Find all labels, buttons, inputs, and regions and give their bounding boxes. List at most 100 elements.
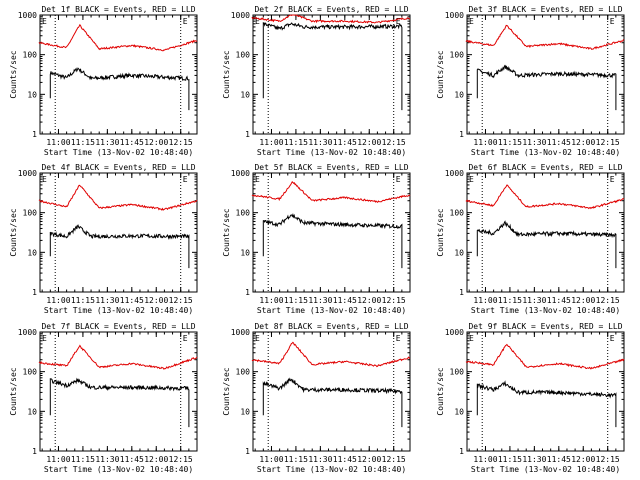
y-tick-label: 1000 bbox=[231, 328, 250, 337]
x-axis-label: Start Time (13-Nov-02 10:48:40) bbox=[257, 306, 406, 315]
panel-det-6: Det 6f BLACK = Events, RED = LLD 1 10 100 10… bbox=[436, 163, 625, 315]
plot-frame bbox=[39, 14, 198, 135]
plot-frame bbox=[39, 331, 198, 452]
x-tick-label: 11:15 bbox=[71, 296, 95, 305]
panel-title: Det 2f BLACK = Events, RED = LLD bbox=[254, 5, 408, 14]
x-tick-label: 12:15 bbox=[382, 138, 406, 147]
y-tick-label: 100 bbox=[236, 51, 251, 60]
x-tick-label: 11:00 bbox=[259, 455, 283, 464]
panel-det-5: Det 5f BLACK = Events, RED = LLD 1 10 100 10… bbox=[222, 163, 411, 315]
x-tick-label: 11:45 bbox=[547, 138, 571, 147]
y-tick-label: 10 bbox=[27, 248, 37, 257]
y-axis-label: Counts/sec bbox=[222, 367, 231, 415]
marker-e-right: E bbox=[610, 175, 615, 184]
y-tick-label: 1000 bbox=[18, 328, 37, 337]
x-tick-label: 11:15 bbox=[498, 296, 522, 305]
y-axis-label: Counts/sec bbox=[222, 208, 231, 256]
series-events-line bbox=[49, 377, 190, 428]
y-tick-label: 1 bbox=[459, 130, 464, 139]
y-tick-label: 1000 bbox=[18, 11, 37, 20]
x-tick-label: 11:30 bbox=[95, 138, 119, 147]
y-tick-label: 1 bbox=[459, 447, 464, 456]
x-axis-label: Start Time (13-Nov-02 10:48:40) bbox=[257, 148, 406, 157]
y-tick-label: 1000 bbox=[18, 169, 37, 178]
panel-title: Det 1f BLACK = Events, RED = LLD bbox=[41, 5, 195, 14]
marker-e-right: E bbox=[183, 175, 188, 184]
y-tick-label: 1 bbox=[245, 288, 250, 297]
x-tick-label: 11:00 bbox=[259, 296, 283, 305]
x-tick-label: 11:45 bbox=[333, 455, 357, 464]
y-tick-label: 10 bbox=[240, 248, 250, 257]
panel-title: Det 7f BLACK = Events, RED = LLD bbox=[41, 322, 195, 331]
series-events-line bbox=[262, 213, 403, 269]
y-axis-label: Counts/sec bbox=[222, 50, 231, 98]
x-tick-label: 12:15 bbox=[382, 455, 406, 464]
panel-det-8: Det 8f BLACK = Events, RED = LLD 1 10 100 10… bbox=[222, 322, 411, 474]
y-axis-label: Counts/sec bbox=[436, 208, 445, 256]
panel-det-9: Det 9f BLACK = Events, RED = LLD 1 10 100 10… bbox=[436, 322, 625, 474]
x-tick-label: 12:00 bbox=[571, 296, 595, 305]
x-tick-label: 12:00 bbox=[357, 138, 381, 147]
y-tick-label: 1 bbox=[459, 288, 464, 297]
panel-title: Det 3f BLACK = Events, RED = LLD bbox=[468, 5, 622, 14]
x-tick-label: 11:30 bbox=[95, 296, 119, 305]
plot-frame bbox=[252, 331, 411, 452]
panel-title: Det 8f BLACK = Events, RED = LLD bbox=[254, 322, 408, 331]
x-axis-label: Start Time (13-Nov-02 10:48:40) bbox=[471, 306, 620, 315]
panel-det-7: Det 7f BLACK = Events, RED = LLD 1 10 100 10… bbox=[9, 322, 198, 474]
plot-frame bbox=[39, 172, 198, 293]
y-tick-label: 1000 bbox=[445, 169, 464, 178]
marker-e-right: E bbox=[183, 334, 188, 343]
marker-e-left: E bbox=[469, 17, 474, 26]
series-lld-line bbox=[465, 343, 625, 370]
y-tick-label: 1000 bbox=[231, 169, 250, 178]
plot-frame bbox=[466, 331, 625, 452]
x-tick-label: 11:15 bbox=[284, 138, 308, 147]
marker-e-right: E bbox=[610, 334, 615, 343]
x-axis-label: Start Time (13-Nov-02 10:48:40) bbox=[471, 148, 620, 157]
marker-e-left: E bbox=[469, 334, 474, 343]
x-axis-label: Start Time (13-Nov-02 10:48:40) bbox=[44, 148, 193, 157]
x-tick-label: 11:30 bbox=[522, 455, 546, 464]
x-tick-label: 11:45 bbox=[120, 296, 144, 305]
series-lld-line bbox=[38, 184, 198, 211]
x-tick-label: 11:15 bbox=[71, 138, 95, 147]
marker-e-right: E bbox=[610, 17, 615, 26]
x-tick-label: 12:15 bbox=[169, 138, 193, 147]
x-axis-label: Start Time (13-Nov-02 10:48:40) bbox=[257, 465, 406, 474]
x-tick-label: 12:00 bbox=[357, 296, 381, 305]
marker-e-left: E bbox=[469, 175, 474, 184]
y-tick-label: 100 bbox=[236, 209, 251, 218]
y-tick-label: 1 bbox=[32, 447, 37, 456]
y-tick-label: 1000 bbox=[445, 11, 464, 20]
x-tick-label: 11:00 bbox=[46, 138, 70, 147]
x-tick-label: 11:15 bbox=[71, 455, 95, 464]
y-axis-label: Counts/sec bbox=[436, 50, 445, 98]
x-tick-label: 11:15 bbox=[284, 455, 308, 464]
marker-e-left: E bbox=[42, 17, 47, 26]
x-tick-label: 12:00 bbox=[144, 455, 168, 464]
x-tick-label: 12:15 bbox=[169, 296, 193, 305]
y-tick-label: 1 bbox=[32, 130, 37, 139]
marker-e-left: E bbox=[42, 334, 47, 343]
series-events-line bbox=[476, 380, 617, 428]
y-tick-label: 100 bbox=[23, 368, 38, 377]
marker-e-left: E bbox=[255, 17, 260, 26]
series-events-line bbox=[49, 67, 190, 111]
y-tick-label: 10 bbox=[454, 248, 464, 257]
y-axis-label: Counts/sec bbox=[9, 50, 18, 98]
x-tick-label: 11:45 bbox=[547, 296, 571, 305]
marker-e-right: E bbox=[396, 17, 401, 26]
x-tick-label: 12:00 bbox=[144, 296, 168, 305]
x-tick-label: 11:00 bbox=[473, 455, 497, 464]
x-tick-label: 12:15 bbox=[596, 138, 620, 147]
x-tick-label: 12:15 bbox=[382, 296, 406, 305]
x-tick-label: 12:15 bbox=[596, 455, 620, 464]
x-tick-label: 11:45 bbox=[120, 138, 144, 147]
x-tick-label: 11:15 bbox=[498, 455, 522, 464]
x-axis-label: Start Time (13-Nov-02 10:48:40) bbox=[44, 465, 193, 474]
plot-frame bbox=[466, 14, 625, 135]
panel-title: Det 4f BLACK = Events, RED = LLD bbox=[41, 163, 195, 172]
x-tick-label: 11:30 bbox=[522, 296, 546, 305]
